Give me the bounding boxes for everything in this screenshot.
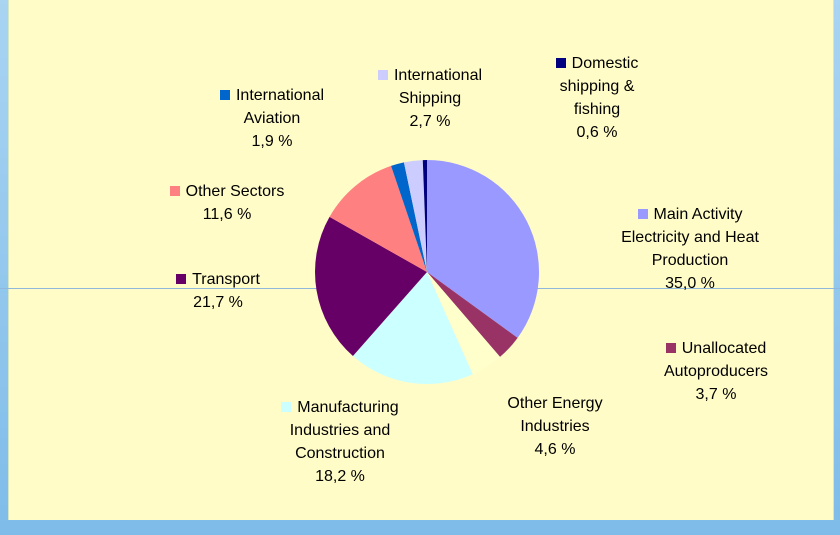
slice-label: Manufacturing Industries and Constructio…: [265, 396, 415, 488]
value-label: 0,6 %: [576, 124, 618, 141]
pie-slice: [427, 272, 518, 357]
slice-label: Other Sectors 11,6 %: [147, 180, 307, 226]
legend-marker: [176, 274, 187, 284]
value-label: 4,6 %: [534, 441, 576, 458]
legend-marker: [555, 58, 566, 68]
slice-label: International Aviation 1,9 %: [207, 84, 337, 153]
pie-slice: [427, 272, 501, 375]
legend-marker: [281, 402, 292, 412]
pie-slice: [329, 165, 427, 272]
legend-marker: [219, 90, 230, 100]
value-label: 3,7 %: [695, 386, 737, 403]
category-label: International Aviation: [235, 87, 325, 127]
category-label: Other Energy Industries: [507, 395, 603, 435]
category-label: Unallocated Autoproducers: [663, 340, 769, 380]
category-label: International Shipping: [393, 67, 483, 107]
category-label: Other Sectors: [185, 183, 285, 200]
value-label: 1,9 %: [251, 133, 293, 150]
legend-marker: [637, 209, 648, 219]
pie-slice: [391, 162, 427, 272]
slice-label: Domestic shipping & fishing 0,6 %: [542, 52, 652, 144]
category-label: Domestic shipping & fishing: [559, 55, 639, 118]
value-label: 35,0 %: [665, 275, 715, 292]
slice-label: Transport 21,7 %: [158, 268, 278, 314]
category-label: Transport: [192, 271, 260, 288]
legend-marker: [377, 70, 388, 80]
value-label: 21,7 %: [193, 294, 243, 311]
pie-slice: [422, 160, 427, 272]
pie-slice: [352, 272, 473, 385]
category-label: Main Activity Electricity and Heat Produ…: [621, 206, 759, 269]
legend-marker: [665, 343, 676, 353]
value-label: 18,2 %: [315, 468, 365, 485]
value-label: 2,7 %: [409, 113, 451, 130]
slice-label: Unallocated Autoproducers 3,7 %: [651, 337, 781, 406]
slice-label: Main Activity Electricity and Heat Produ…: [610, 203, 770, 295]
category-label: Manufacturing Industries and Constructio…: [289, 399, 399, 462]
pie-slice: [315, 216, 427, 357]
pie-slice: [427, 160, 539, 338]
legend-marker: [169, 186, 180, 196]
slice-label: Other Energy Industries 4,6 %: [490, 392, 620, 461]
slice-label: International Shipping 2,7 %: [365, 64, 495, 133]
value-label: 11,6 %: [202, 206, 252, 223]
pie-slice: [403, 160, 427, 272]
